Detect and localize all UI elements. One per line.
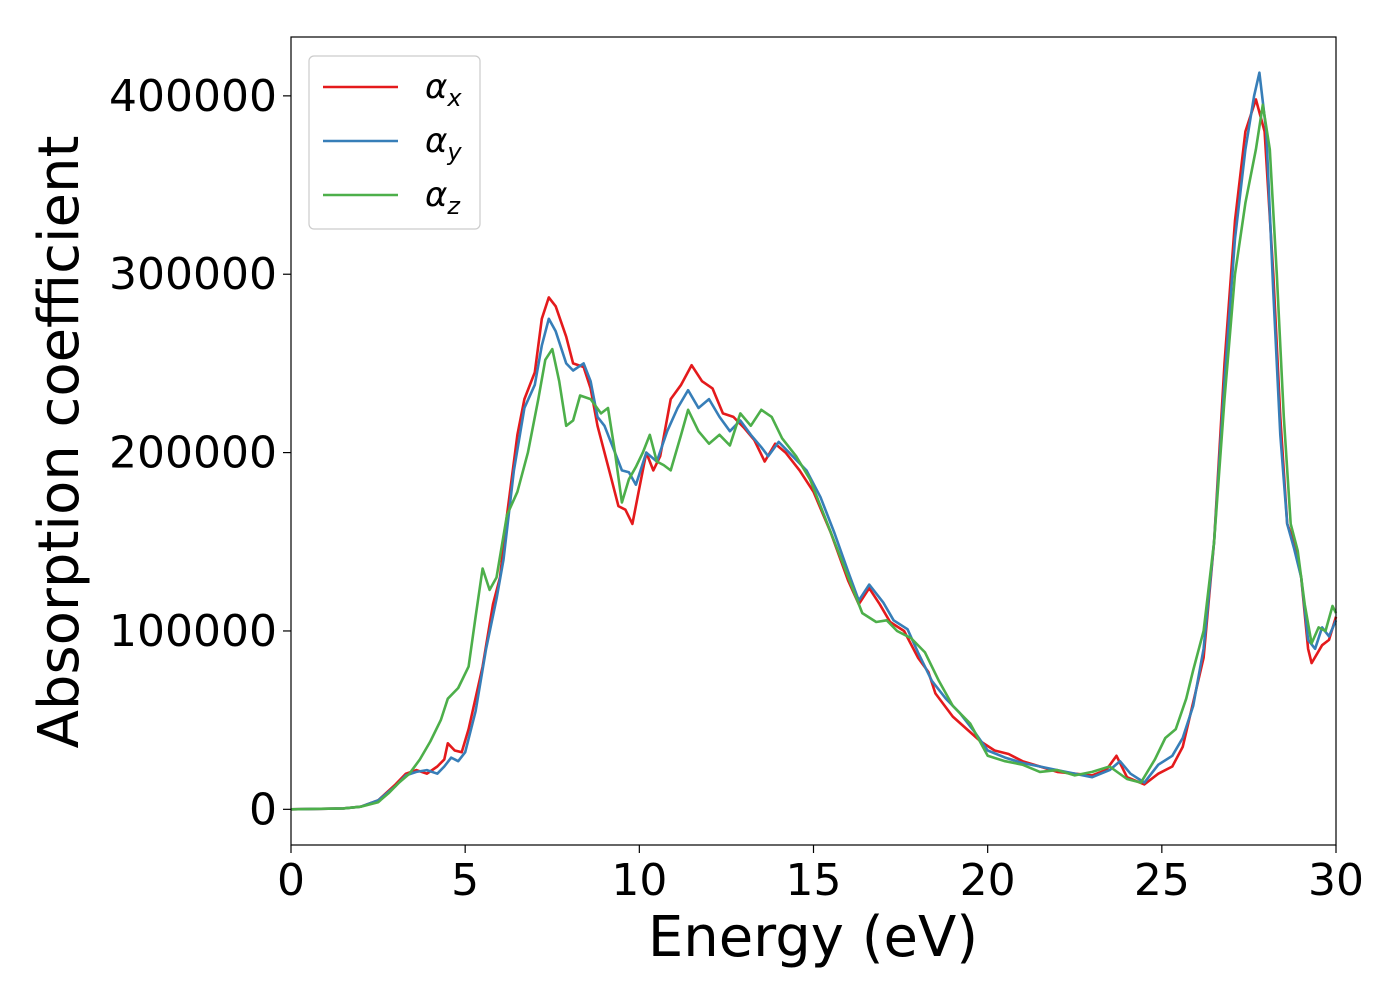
legend-label-y: αy [425, 121, 462, 166]
x-tick-label: 10 [611, 855, 667, 906]
legend: αx αy αz [308, 55, 481, 230]
x-tick-label: 15 [786, 855, 842, 906]
series-line-z [290, 103, 1338, 811]
legend-box [308, 55, 481, 230]
x-axis-label: Energy (eV) [648, 905, 978, 970]
x-tick-label: 30 [1308, 855, 1364, 906]
x-tick-label: 20 [960, 855, 1016, 906]
series-lines [290, 71, 1338, 811]
x-tick-label: 25 [1134, 855, 1190, 906]
y-tick-label: 200000 [109, 428, 277, 479]
x-tick-label: 5 [451, 855, 479, 906]
y-tick-label: 400000 [109, 71, 277, 122]
y-tick-label: 100000 [109, 606, 277, 657]
y-axis-label: Absorption coefficient [27, 136, 92, 749]
plot-area-frame [290, 36, 1337, 846]
x-tick-label: 0 [277, 855, 305, 906]
legend-label-x: αx [425, 67, 462, 112]
x-axis-ticks: 0 5 10 15 20 25 30 [277, 845, 1364, 906]
y-axis-ticks: 0 100000 200000 300000 400000 [109, 71, 291, 835]
legend-label-z: αz [425, 175, 461, 220]
y-tick-label: 0 [249, 784, 277, 835]
y-tick-label: 300000 [109, 249, 277, 300]
